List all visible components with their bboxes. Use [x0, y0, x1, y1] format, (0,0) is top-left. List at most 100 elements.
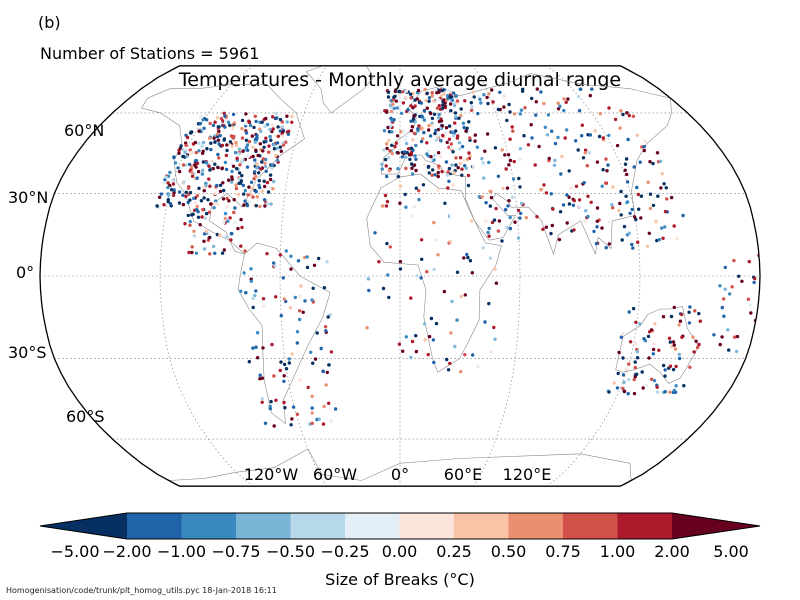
station-marker	[625, 200, 630, 204]
station-marker	[513, 220, 517, 224]
station-marker	[446, 89, 451, 93]
station-marker	[648, 192, 653, 196]
station-marker	[258, 185, 262, 190]
station-marker	[398, 201, 402, 205]
station-marker	[223, 211, 228, 216]
station-marker	[239, 217, 243, 222]
station-marker	[231, 112, 236, 117]
station-marker	[680, 312, 684, 317]
station-marker	[321, 422, 326, 426]
station-marker	[530, 136, 534, 140]
station-marker	[382, 148, 386, 152]
station-marker	[627, 362, 631, 366]
colorbar-tick-label: 1.00	[599, 542, 636, 561]
station-marker	[429, 111, 433, 116]
station-marker	[211, 166, 215, 171]
station-marker	[574, 184, 579, 188]
station-marker	[660, 226, 664, 230]
station-marker	[611, 206, 615, 210]
station-marker	[427, 99, 431, 104]
station-marker	[453, 121, 457, 125]
station-marker	[451, 150, 455, 154]
station-marker	[325, 260, 329, 264]
station-marker	[223, 160, 228, 165]
station-marker	[463, 99, 467, 103]
station-marker	[253, 114, 257, 119]
station-marker	[604, 246, 608, 250]
station-marker	[251, 346, 255, 350]
station-marker	[229, 180, 234, 184]
station-marker	[190, 245, 194, 249]
station-marker	[447, 179, 451, 183]
station-marker	[604, 157, 608, 161]
station-marker	[419, 276, 423, 280]
station-marker	[215, 132, 220, 136]
station-marker	[240, 225, 244, 230]
station-marker	[272, 424, 276, 428]
station-marker	[661, 236, 665, 240]
station-marker	[201, 140, 206, 145]
station-marker	[437, 119, 442, 124]
station-marker	[420, 257, 424, 261]
station-marker	[166, 185, 170, 190]
station-marker	[190, 170, 194, 175]
station-marker	[582, 181, 586, 185]
station-marker	[396, 151, 400, 155]
station-marker	[392, 106, 396, 111]
station-marker	[459, 107, 463, 111]
station-marker	[432, 99, 436, 103]
station-marker	[436, 133, 441, 137]
station-marker	[631, 114, 636, 119]
station-marker	[445, 173, 450, 177]
station-marker	[448, 214, 452, 218]
station-marker	[433, 238, 437, 242]
station-marker	[173, 161, 178, 165]
station-marker	[187, 250, 191, 255]
station-marker	[409, 104, 413, 108]
station-marker	[572, 228, 576, 232]
station-marker	[632, 377, 636, 382]
station-marker	[212, 136, 216, 140]
station-marker	[502, 94, 506, 98]
station-marker	[486, 230, 490, 235]
station-marker	[218, 133, 222, 138]
station-marker	[281, 143, 286, 147]
station-marker	[278, 368, 282, 373]
station-marker	[460, 167, 464, 171]
station-marker	[567, 195, 571, 199]
station-marker	[251, 305, 255, 310]
station-marker	[586, 194, 590, 198]
station-marker	[454, 163, 458, 167]
station-marker	[179, 144, 183, 148]
station-marker	[434, 321, 439, 326]
station-marker	[254, 148, 258, 152]
station-marker	[190, 130, 194, 134]
station-marker	[220, 143, 225, 148]
station-marker	[436, 151, 441, 155]
station-marker	[571, 203, 576, 207]
station-marker	[393, 144, 397, 149]
station-marker	[423, 163, 427, 167]
station-marker	[426, 164, 431, 169]
station-marker	[287, 361, 291, 365]
station-marker	[497, 219, 502, 223]
station-marker	[672, 343, 676, 347]
station-marker	[245, 165, 250, 169]
station-marker	[275, 158, 280, 162]
station-marker	[453, 111, 458, 115]
colorbar-tick-label: 5.00	[713, 542, 749, 561]
station-marker	[520, 89, 525, 93]
station-marker	[228, 143, 232, 147]
station-marker	[250, 187, 255, 191]
lat-label-30n: 30°N	[8, 188, 49, 207]
station-marker	[261, 149, 265, 153]
station-marker	[649, 328, 654, 332]
station-marker	[202, 126, 206, 130]
station-marker	[305, 265, 310, 270]
station-marker	[399, 111, 404, 116]
station-marker	[627, 113, 631, 118]
station-marker	[503, 153, 507, 157]
station-marker	[489, 195, 494, 200]
station-marker	[544, 191, 549, 195]
station-marker	[496, 229, 501, 233]
